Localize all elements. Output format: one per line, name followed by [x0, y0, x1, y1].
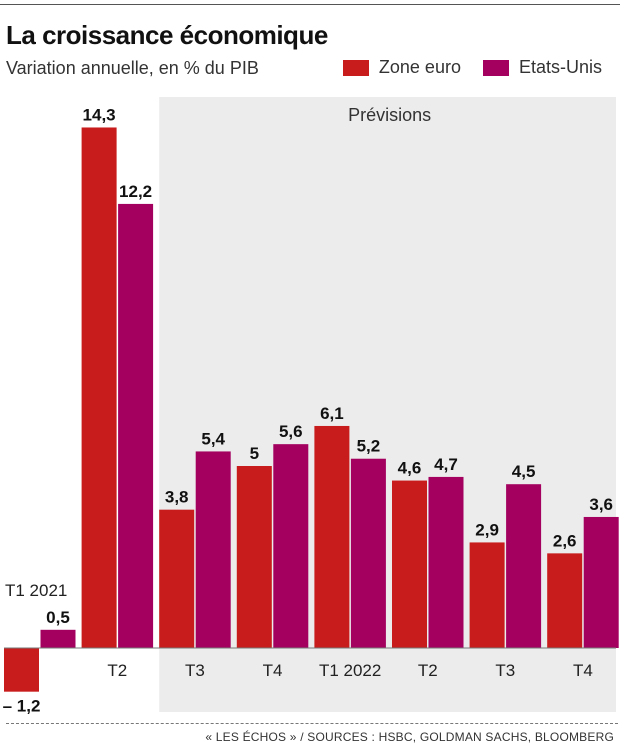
bar-etats-unis-6	[428, 476, 464, 648]
category-label-2: T2	[107, 661, 127, 680]
category-label-8: T4	[573, 661, 593, 680]
bar-etats-unis-4	[273, 444, 309, 648]
bar-zone-euro-2	[81, 127, 117, 649]
chart-subtitle: Variation annuelle, en % du PIB	[6, 58, 259, 78]
legend-swatch-zone-euro	[342, 59, 369, 76]
category-label-3: T3	[185, 661, 205, 680]
bar-zone-euro-6	[392, 480, 427, 648]
value-label-etats-unis-7: 4,5	[512, 462, 536, 481]
value-label-etats-unis-8: 3,6	[589, 495, 613, 514]
value-label-etats-unis-5: 5,2	[357, 437, 381, 456]
bar-zone-euro-1	[4, 648, 39, 692]
bar-zone-euro-4	[236, 466, 272, 648]
value-label-zone-euro-6: 4,6	[398, 459, 422, 478]
bar-etats-unis-8	[583, 516, 619, 648]
legend: Zone euro Etats-Unis	[331, 57, 602, 78]
value-label-zone-euro-3: 3,8	[165, 488, 189, 507]
value-label-zone-euro-1: – 1,2	[3, 697, 41, 716]
category-label-6: T2	[418, 661, 438, 680]
legend-swatch-etats-unis	[482, 59, 509, 76]
bar-etats-unis-7	[506, 484, 542, 648]
category-label-1: T1 2021	[5, 581, 67, 600]
bar-zone-euro-7	[469, 542, 505, 648]
value-label-zone-euro-2: 14,3	[83, 105, 116, 124]
legend-item-zone-euro: Zone euro	[342, 57, 461, 78]
value-label-zone-euro-7: 2,9	[475, 520, 499, 539]
category-label-7: T3	[495, 661, 515, 680]
value-label-zone-euro-5: 6,1	[320, 404, 344, 423]
legend-label-zone-euro: Zone euro	[378, 57, 461, 77]
forecast-label: Prévisions	[348, 105, 431, 125]
value-label-etats-unis-1: 0,5	[46, 608, 70, 627]
value-label-etats-unis-6: 4,7	[434, 455, 458, 474]
footer-rule	[6, 723, 618, 724]
legend-label-etats-unis: Etats-Unis	[518, 57, 602, 77]
bar-chart: Prévisions – 1,2 0,5 14,3 12,2 3,8 5,4 5 5,6 6,1 5…	[3, 97, 619, 716]
category-label-5: T1 2022	[319, 661, 381, 680]
bar-etats-unis-2	[118, 203, 154, 649]
bar-zone-euro-3	[159, 509, 195, 648]
value-label-etats-unis-2: 12,2	[119, 182, 152, 201]
legend-item-etats-unis: Etats-Unis	[482, 57, 602, 78]
value-label-zone-euro-8: 2,6	[553, 531, 577, 550]
value-label-etats-unis-4: 5,6	[279, 422, 303, 441]
chart-title: La croissance économique	[6, 20, 328, 50]
value-label-etats-unis-3: 5,4	[201, 429, 225, 448]
bar-etats-unis-1	[40, 629, 76, 648]
bar-zone-euro-8	[547, 553, 583, 648]
bar-etats-unis-5	[350, 458, 386, 648]
bar-zone-euro-5	[314, 425, 350, 648]
bar-etats-unis-3	[195, 451, 231, 648]
top-rule	[0, 4, 620, 5]
category-label-4: T4	[263, 661, 283, 680]
value-label-zone-euro-4: 5	[250, 444, 259, 463]
source-note: « LES ÉCHOS » / SOURCES : HSBC, GOLDMAN …	[205, 730, 614, 744]
